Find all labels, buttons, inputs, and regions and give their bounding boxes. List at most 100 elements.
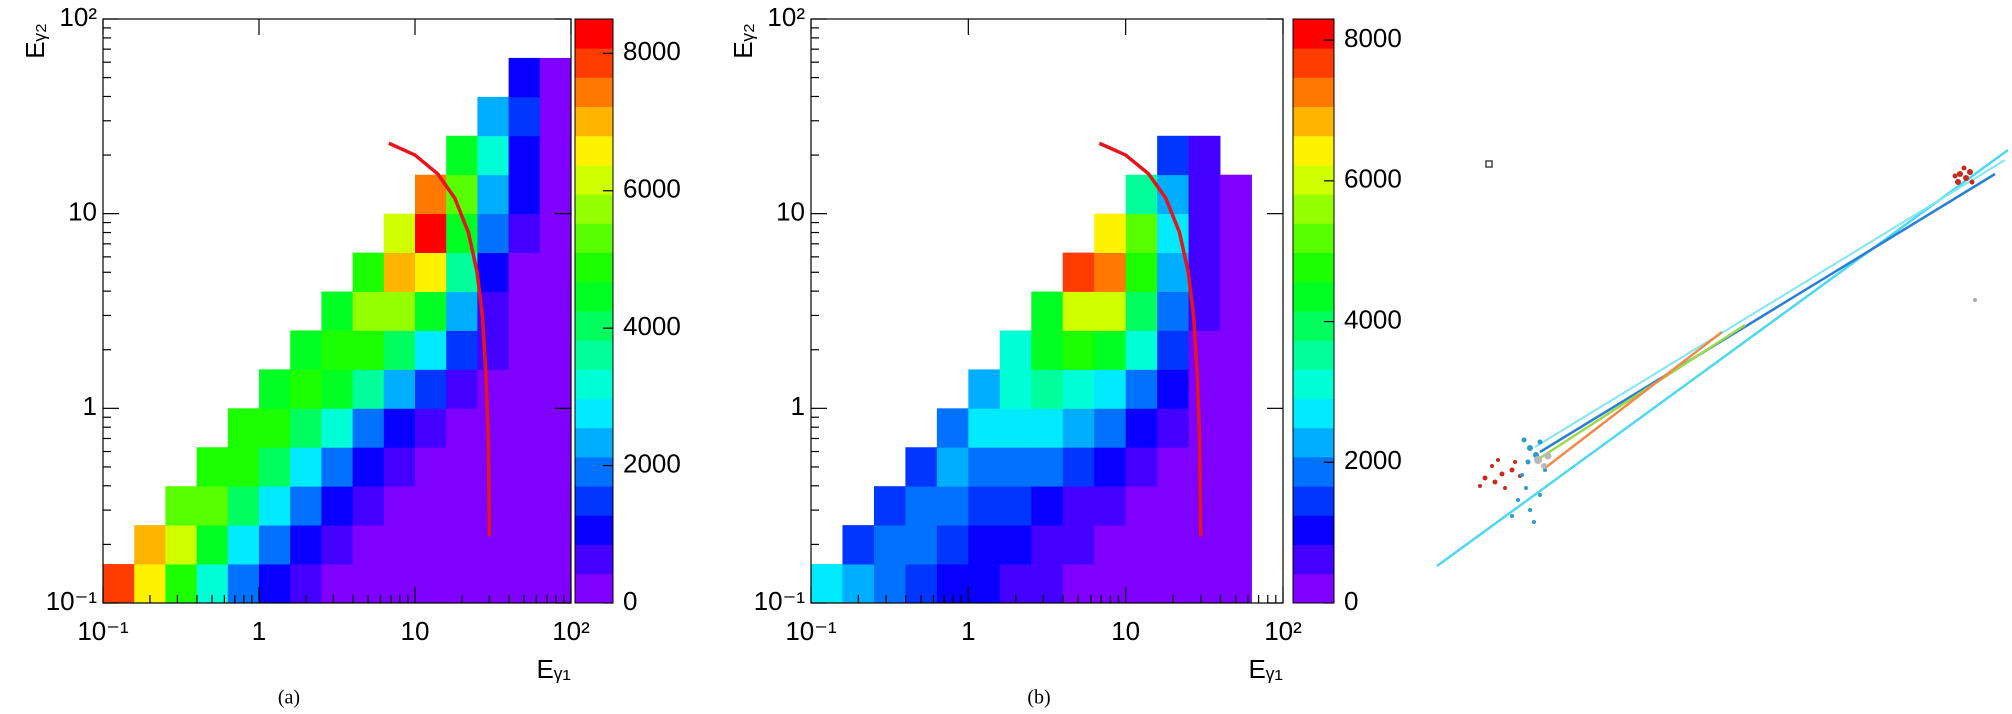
- heatmap-cell: [842, 525, 875, 565]
- event-display: [1436, 148, 2009, 568]
- heatmap-cell: [446, 135, 478, 176]
- colorbar-step: [1293, 311, 1334, 341]
- heatmap-cell: [1220, 330, 1252, 370]
- heatmap-cell: [1094, 291, 1127, 331]
- heatmap-cell: [352, 252, 385, 292]
- curve: [388, 141, 492, 537]
- colorbar-step: [575, 223, 613, 253]
- track: [1544, 331, 1723, 469]
- heatmap-cell: [383, 486, 416, 526]
- y-tick-label: 10²: [59, 2, 97, 32]
- colorbar-step: [575, 77, 613, 107]
- x-axis-title: Eᵧ₁: [537, 654, 572, 684]
- heatmap-cell: [321, 486, 353, 526]
- heatmap-cell: [873, 564, 906, 604]
- marker: [1485, 160, 1493, 168]
- colorbar-tick-label: 4000: [623, 311, 681, 341]
- heatmap-cell: [999, 447, 1032, 487]
- heatmap-cell: [321, 291, 353, 331]
- heatmap-cell: [477, 408, 509, 448]
- colorbar-step: [1293, 19, 1334, 49]
- heatmap-cell: [134, 525, 166, 565]
- heatmap-cell: [999, 408, 1032, 448]
- colorbar-tick-label: 0: [1344, 586, 1358, 616]
- heatmap-cell: [999, 369, 1032, 409]
- caption: (b): [1027, 687, 1050, 709]
- chart-panel: 10⁻¹ 1 10 10² 10⁻¹ 1 10 10² Eᵧ₁ Eᵧ₂ 0 2000 4000 6000 8…: [728, 2, 1402, 709]
- heatmap-cell: [1062, 486, 1095, 526]
- heatmap-cell: [415, 291, 447, 331]
- cluster: [1510, 437, 1547, 524]
- heatmap-cell: [383, 252, 416, 292]
- heatmap-cell: [383, 291, 416, 331]
- heatmap-cell: [905, 486, 938, 526]
- heatmap-cell: [383, 408, 416, 448]
- heatmap-cell: [477, 174, 509, 215]
- colorbar-tick-label: 6000: [1344, 164, 1402, 194]
- heatmap-cell: [103, 564, 135, 604]
- heatmap-cell: [1125, 330, 1158, 370]
- heatmap-cell: [1062, 369, 1095, 409]
- heatmap-cell: [1094, 486, 1127, 526]
- colorbar-step: [575, 252, 613, 283]
- heatmap-cell: [539, 96, 572, 137]
- colorbar-step: [1293, 135, 1334, 166]
- colorbar-tick-label: 6000: [623, 174, 681, 204]
- heatmap-cell: [508, 369, 541, 409]
- heatmap-cell: [508, 447, 541, 487]
- colorbar-step: [575, 486, 613, 516]
- heatmap-cell: [999, 525, 1032, 565]
- heatmap-cell: [1031, 486, 1064, 526]
- heatmap-cell: [477, 135, 509, 176]
- heatmap-cell: [539, 525, 572, 565]
- colorbar-step: [575, 106, 613, 137]
- heatmap-cell: [321, 408, 353, 448]
- heatmap-cell: [415, 447, 447, 487]
- heatmap-cell: [508, 57, 541, 98]
- heatmap-cell: [321, 564, 353, 604]
- heatmap-cell: [539, 447, 572, 487]
- y-axis-title: Eᵧ₂: [20, 23, 50, 59]
- heatmap-cell: [811, 564, 843, 604]
- colorbar-tick-label: 4000: [1344, 304, 1402, 334]
- colorbar-step: [575, 19, 613, 49]
- heatmap-cell: [508, 213, 541, 253]
- heatmap-cell: [1157, 447, 1190, 487]
- heatmap-cell: [999, 486, 1032, 526]
- heatmap-cell: [352, 369, 385, 409]
- x-tick-label: 10²: [1264, 616, 1302, 646]
- heatmap-cell: [446, 525, 478, 565]
- heatmap-cell: [936, 447, 969, 487]
- heatmap-cell: [352, 486, 385, 526]
- heatmap-cell: [477, 369, 509, 409]
- heatmap-cell: [1125, 525, 1158, 565]
- heatmap-cell: [415, 408, 447, 448]
- heatmap-cell: [936, 408, 969, 448]
- colorbar-tick-label: 2000: [623, 448, 681, 478]
- heatmap-cell: [477, 96, 509, 137]
- heatmap-cell: [259, 408, 291, 448]
- heatmap-cell: [352, 330, 385, 370]
- heatmap-cell: [415, 213, 447, 253]
- curve: [1098, 141, 1203, 537]
- heatmap-cell: [999, 330, 1032, 370]
- colorbar-step: [1293, 486, 1334, 516]
- y-tick-label: 10: [68, 197, 97, 227]
- heatmap-cell: [1031, 525, 1064, 565]
- heatmap-cell: [539, 408, 572, 448]
- heatmap-cell: [290, 408, 322, 448]
- y-tick-label: 10: [776, 197, 805, 227]
- heatmap-cell: [352, 408, 385, 448]
- heatmap-cell: [321, 447, 353, 487]
- colorbar-step: [575, 544, 613, 575]
- cluster: [1534, 452, 1552, 469]
- colorbar-step: [1293, 573, 1334, 604]
- heatmap-cell: [508, 96, 541, 137]
- track: [1436, 148, 2009, 568]
- heatmap-cell: [352, 525, 385, 565]
- colorbar-frame: [574, 18, 614, 604]
- heatmap-cell: [259, 369, 291, 409]
- y-tick-label: 10²: [767, 2, 805, 32]
- heatmap-cell: [1125, 447, 1158, 487]
- colorbar-tick-label: 8000: [623, 36, 681, 66]
